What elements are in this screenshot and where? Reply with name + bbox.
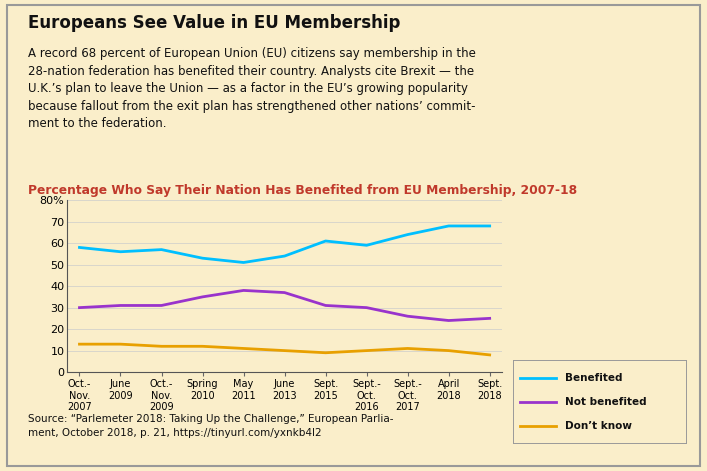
Text: A record 68 percent of European Union (EU) citizens say membership in the
28-nat: A record 68 percent of European Union (E… <box>28 47 476 130</box>
Text: Percentage Who Say Their Nation Has Benefited from EU Membership, 2007-18: Percentage Who Say Their Nation Has Bene… <box>28 184 578 197</box>
Text: Source: “Parlemeter 2018: Taking Up the Challenge,” European Parlia-
ment, Octob: Source: “Parlemeter 2018: Taking Up the … <box>28 414 394 438</box>
Text: Europeans See Value in EU Membership: Europeans See Value in EU Membership <box>28 14 401 32</box>
Text: Don’t know: Don’t know <box>564 421 631 431</box>
Text: Not benefited: Not benefited <box>564 397 646 406</box>
Text: Benefited: Benefited <box>564 374 622 383</box>
